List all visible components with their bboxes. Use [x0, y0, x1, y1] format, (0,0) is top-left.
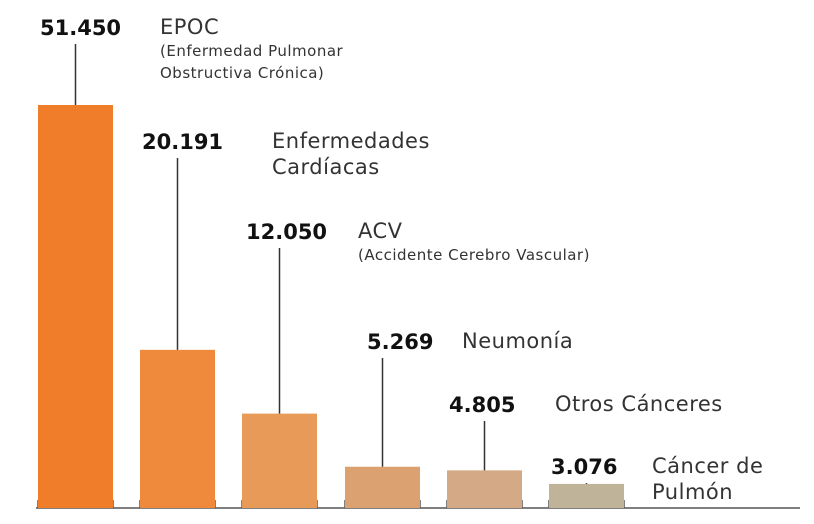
bar	[549, 483, 624, 508]
category-label: Cáncer de Pulmón	[652, 454, 764, 504]
bar	[140, 349, 215, 508]
value-label: 5.269	[367, 330, 433, 354]
category-description: (Accidente Cerebro Vascular)	[358, 246, 590, 264]
category-label: Neumonía	[462, 329, 574, 353]
value-label: 4.805	[449, 393, 515, 417]
bar	[345, 466, 420, 508]
category-description: (Enfermedad Pulmonar Obstructiva Crónica…	[160, 42, 344, 82]
value-label: 3.076	[551, 455, 617, 479]
bar	[242, 413, 317, 508]
category-label: EPOC (Enfermedad Pulmonar Obstructiva Cró…	[160, 14, 460, 84]
category-label: Otros Cánceres	[555, 392, 723, 416]
value-label: 20.191	[142, 130, 223, 154]
value-label: 51.450	[40, 16, 121, 40]
bar	[38, 105, 113, 508]
value-label: 12.050	[246, 220, 327, 244]
bar	[447, 470, 522, 508]
category-label: ACV (Accidente Cerebro Vascular)	[358, 218, 598, 266]
category-label: Enfermedades Cardíacas	[272, 129, 430, 179]
